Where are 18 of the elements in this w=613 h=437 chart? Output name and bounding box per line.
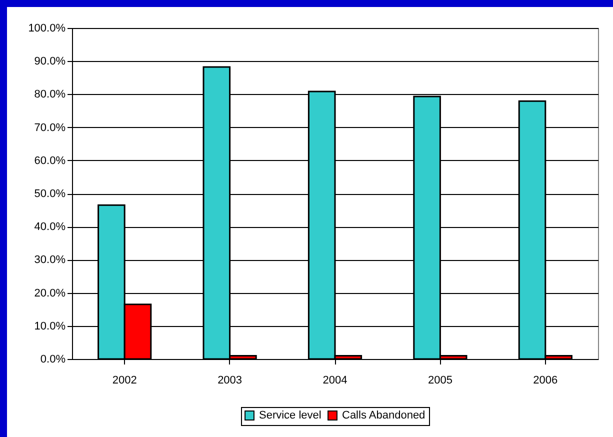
legend-label: Calls Abandoned — [342, 410, 426, 422]
y-tick-label: 50.0% — [34, 188, 66, 200]
x-tick-label: 2006 — [533, 374, 558, 386]
x-tick-label: 2004 — [322, 374, 348, 386]
x-tick-label: 2002 — [112, 374, 137, 386]
y-tick-label: 80.0% — [34, 88, 66, 101]
y-tick-label: 20.0% — [34, 287, 66, 300]
y-tick-label: 0.0% — [40, 354, 66, 366]
y-tick-label: 60.0% — [34, 154, 66, 167]
legend-label: Service level — [259, 410, 322, 422]
y-tick-label: 100.0% — [28, 22, 66, 34]
y-tick-label: 90.0% — [34, 56, 66, 68]
y-tick-label: 70.0% — [34, 122, 66, 134]
y-tick-label: 40.0% — [34, 221, 66, 234]
y-tick-label: 30.0% — [34, 254, 66, 266]
y-tick-label: 10.0% — [34, 320, 66, 332]
x-tick-label: 2005 — [428, 374, 452, 386]
x-tick-label: 2003 — [218, 374, 242, 386]
